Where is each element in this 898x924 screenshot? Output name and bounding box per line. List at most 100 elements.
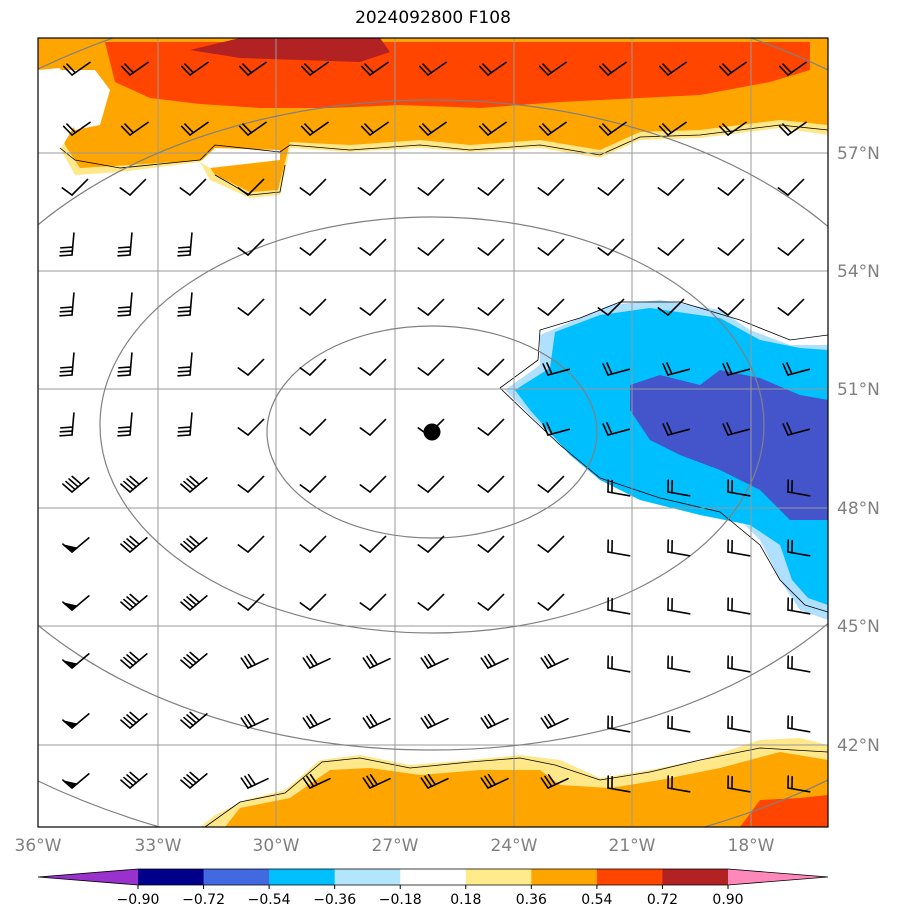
wind-barb bbox=[537, 298, 565, 316]
wind-barb bbox=[540, 713, 569, 729]
colorbar-tick-label: −0.36 bbox=[313, 892, 356, 908]
wind-barb bbox=[777, 178, 805, 196]
wind-barb bbox=[179, 178, 207, 196]
colorbar-extend-min bbox=[38, 869, 138, 885]
colorbar-segment bbox=[400, 869, 467, 885]
graticule bbox=[38, 38, 828, 827]
wind-barb bbox=[299, 298, 327, 316]
wind-barb bbox=[658, 121, 687, 136]
wind-barb bbox=[787, 597, 811, 615]
storm-center-marker bbox=[423, 423, 441, 441]
wind-barb bbox=[597, 178, 625, 196]
wind-barb bbox=[62, 595, 90, 612]
colorbar-extend-max bbox=[728, 869, 828, 885]
wind-barb bbox=[302, 653, 331, 669]
wind-barb bbox=[120, 121, 149, 136]
lat-label: 42°N bbox=[837, 736, 880, 756]
lon-label: 18°W bbox=[728, 836, 775, 856]
wind-barbs bbox=[59, 61, 811, 793]
wind-barb bbox=[237, 418, 265, 436]
wind-barb bbox=[477, 298, 505, 316]
band-0.72 bbox=[190, 38, 390, 62]
wind-barb bbox=[237, 298, 265, 316]
wind-barb bbox=[787, 775, 811, 793]
wind-barb bbox=[62, 773, 90, 790]
wind-barb bbox=[362, 773, 391, 789]
wind-barb bbox=[717, 238, 745, 256]
map-title: 2024092800 F108 bbox=[355, 8, 511, 28]
colorbar-tick-label: −0.72 bbox=[182, 892, 225, 908]
wind-barb bbox=[667, 655, 691, 673]
wind-barb bbox=[722, 422, 751, 436]
wind-barb bbox=[359, 358, 387, 376]
wind-barb bbox=[120, 651, 148, 669]
wind-barb bbox=[180, 475, 208, 493]
positive-anomaly-north bbox=[38, 38, 828, 198]
wind-barb bbox=[362, 653, 391, 669]
wind-barb bbox=[359, 475, 387, 493]
wind-barb bbox=[667, 539, 691, 557]
wind-barb bbox=[59, 352, 75, 377]
wind-barb bbox=[602, 362, 631, 376]
wind-barb bbox=[302, 713, 331, 729]
wind-barb bbox=[778, 121, 807, 136]
lon-label: 24°W bbox=[491, 836, 538, 856]
wind-barb bbox=[598, 61, 627, 76]
wind-barb bbox=[62, 713, 90, 730]
wind-barb bbox=[180, 535, 208, 553]
wind-barb bbox=[180, 771, 208, 789]
wind-barb bbox=[777, 298, 805, 316]
wind-barb bbox=[718, 121, 747, 136]
wind-barb bbox=[237, 535, 265, 553]
wind-barb bbox=[299, 178, 327, 196]
wind-barb bbox=[62, 121, 91, 136]
wind-barb bbox=[418, 61, 447, 76]
wind-barb bbox=[717, 178, 745, 196]
wind-barb bbox=[537, 238, 565, 256]
wind-barb bbox=[417, 238, 445, 256]
wind-barb bbox=[727, 655, 751, 673]
wind-barb bbox=[299, 475, 327, 493]
wind-barb bbox=[117, 352, 133, 377]
wind-barb bbox=[607, 775, 631, 793]
wind-barb bbox=[658, 61, 687, 76]
wind-barb bbox=[607, 655, 631, 673]
wind-barb bbox=[480, 773, 509, 789]
wind-barb bbox=[787, 655, 811, 673]
wind-barb bbox=[240, 653, 269, 669]
wind-barb bbox=[420, 653, 449, 669]
wind-barb bbox=[538, 61, 567, 76]
colorbar-tick-label: −0.54 bbox=[248, 892, 291, 908]
wind-barb bbox=[478, 121, 507, 136]
wind-barb bbox=[477, 178, 505, 196]
wind-barb bbox=[120, 475, 148, 493]
colorbar: −0.90 −0.72 −0.54 −0.36 −0.18 0.18 0.36 0.54 0.7… bbox=[37, 868, 829, 908]
colorbar-tick-label: 0.54 bbox=[581, 892, 612, 908]
wind-barb bbox=[538, 121, 567, 136]
wind-barb bbox=[299, 358, 327, 376]
wind-barb bbox=[120, 771, 148, 789]
wind-barb bbox=[717, 298, 745, 316]
wind-barb bbox=[662, 362, 691, 376]
wind-barb bbox=[237, 358, 265, 376]
colorbar-tick-label: −0.18 bbox=[379, 892, 422, 908]
colorbar-tick-label: 0.72 bbox=[647, 892, 678, 908]
wind-barb bbox=[62, 653, 90, 670]
wind-barb bbox=[667, 597, 691, 615]
wind-barb bbox=[477, 475, 505, 493]
wind-barb bbox=[362, 713, 391, 729]
wind-barb bbox=[359, 535, 387, 553]
wind-barb bbox=[117, 412, 133, 437]
lat-label: 48°N bbox=[837, 499, 880, 519]
wind-barb bbox=[667, 775, 691, 793]
wind-barb bbox=[477, 418, 505, 436]
lon-label: 21°W bbox=[609, 836, 656, 856]
wind-barb bbox=[607, 715, 631, 733]
wind-barb bbox=[120, 535, 148, 553]
wind-barb bbox=[417, 178, 445, 196]
map-frame bbox=[37, 37, 829, 828]
wind-barb bbox=[722, 362, 751, 376]
wind-barb bbox=[62, 537, 90, 554]
colorbar-tick-label: 0.90 bbox=[712, 892, 743, 908]
